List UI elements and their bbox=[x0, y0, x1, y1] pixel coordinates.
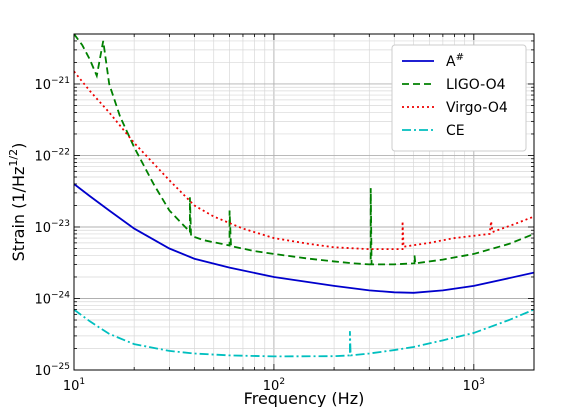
y-tick-label: 10−22 bbox=[34, 147, 70, 164]
x-axis-title: Frequency (Hz) bbox=[244, 389, 365, 407]
legend-label: LIGO-O4 bbox=[446, 77, 506, 93]
x-tick-label: 103 bbox=[463, 377, 485, 394]
legend-box bbox=[391, 44, 527, 152]
plot-frame bbox=[73, 33, 535, 371]
x-tick-label: 102 bbox=[263, 377, 285, 394]
legend: A# LIGO-O4 Virgo-O4 CE bbox=[391, 44, 527, 152]
series-line-ligo-o4 bbox=[74, 34, 534, 266]
legend-label: CE bbox=[446, 123, 465, 139]
y-tick-label: 10−24 bbox=[34, 290, 70, 307]
tick-labels: 101 102 103 10−25 10−24 10−23 10−22 10−21 bbox=[34, 76, 485, 394]
series-line-virgo-o4 bbox=[74, 70, 534, 251]
y-tick-label: 10−25 bbox=[34, 362, 70, 379]
legend-label: A# bbox=[446, 52, 464, 70]
y-tick-label: 10−21 bbox=[34, 76, 70, 93]
legend-label: Virgo-O4 bbox=[446, 100, 508, 116]
x-tick-label: 101 bbox=[63, 377, 85, 394]
series-line-a- bbox=[74, 183, 534, 294]
series-line-ce bbox=[74, 308, 534, 358]
y-tick-label: 10−23 bbox=[34, 219, 70, 236]
y-axis-title: Strain (1/Hz1/2) bbox=[7, 143, 28, 262]
axis-ticks bbox=[73, 33, 535, 371]
series-lines bbox=[74, 34, 534, 358]
